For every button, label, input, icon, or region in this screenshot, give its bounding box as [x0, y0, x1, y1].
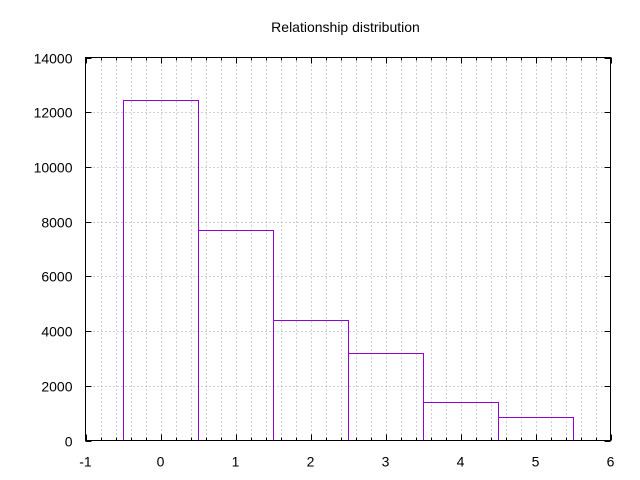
- x-tick-label: 4: [457, 454, 465, 470]
- x-tick-label: 6: [607, 454, 615, 470]
- y-tick-label: 10000: [34, 160, 73, 176]
- y-tick-label: 0: [65, 434, 73, 450]
- y-tick-label: 14000: [34, 51, 73, 67]
- x-tick-label: 3: [382, 454, 390, 470]
- x-tick-label: 0: [157, 454, 165, 470]
- chart-title: Relationship distribution: [271, 19, 420, 35]
- x-tick-label: 5: [532, 454, 540, 470]
- y-tick-label: 8000: [41, 215, 72, 231]
- y-tick-label: 12000: [34, 105, 73, 121]
- plot-frame: [85, 57, 611, 441]
- axis-tick-labels: 0 2000 4000 6000 8000 10000 12000 14000 -1 0 1 2 3 4 5…: [34, 51, 615, 470]
- y-tick-label: 6000: [41, 269, 72, 285]
- y-tick-label: 4000: [41, 324, 72, 340]
- bar: [348, 353, 424, 441]
- x-tick-label: 2: [307, 454, 315, 470]
- x-tick-label: 1: [232, 454, 240, 470]
- axis-ticks: [85, 57, 612, 442]
- y-tick-label: 2000: [41, 379, 72, 395]
- x-tick-label: -1: [79, 454, 92, 470]
